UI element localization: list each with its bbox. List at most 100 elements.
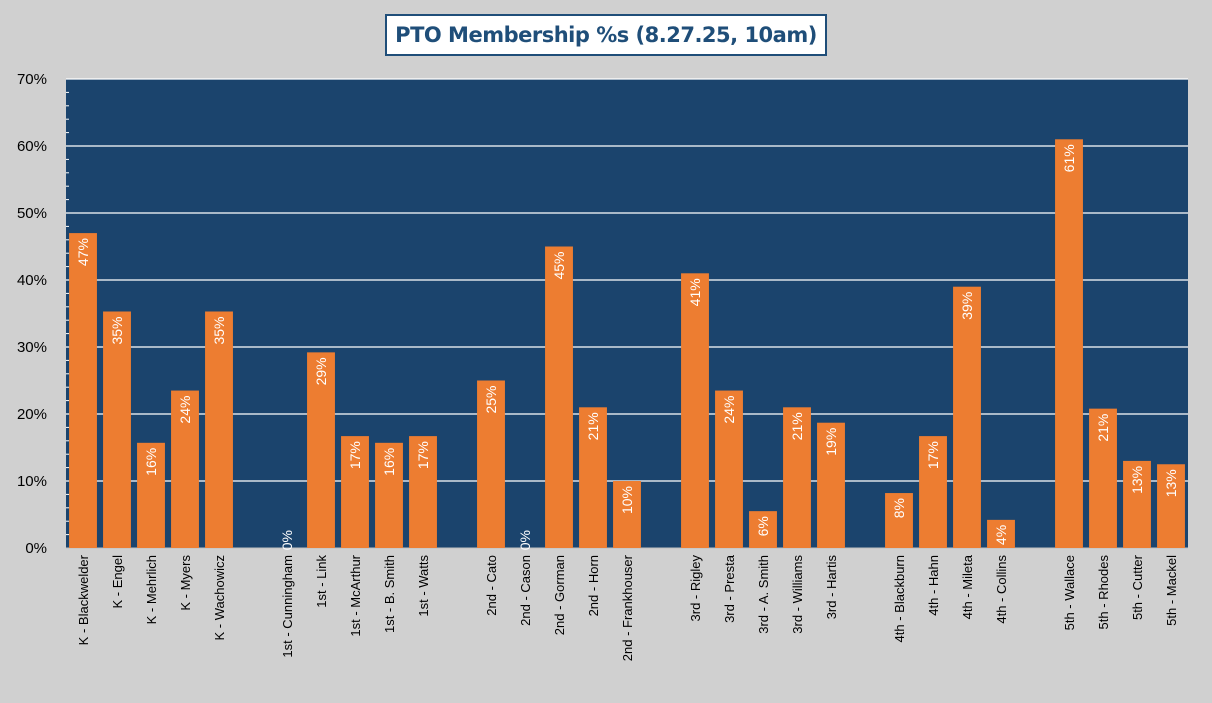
x-tick-label: 2nd - Cato	[484, 555, 499, 616]
chart-title-box: PTO Membership %s (8.27.25, 10am)	[385, 14, 827, 56]
x-tick-label: 3rd - Presta	[722, 554, 737, 623]
bar	[715, 390, 743, 548]
x-tick-label: 5th - Rhodes	[1096, 555, 1111, 630]
bar	[171, 390, 199, 548]
data-label: 17%	[925, 441, 941, 469]
y-axis-minor-ticks	[66, 91, 69, 536]
data-label: 45%	[551, 252, 567, 280]
bar	[205, 311, 233, 548]
data-label: 13%	[1129, 466, 1145, 494]
data-label: 16%	[381, 448, 397, 476]
bar	[409, 436, 437, 548]
data-label: 8%	[891, 498, 907, 518]
bar	[477, 380, 505, 548]
x-tick-label: 3rd - Williams	[790, 555, 805, 634]
data-labels: 47% 35% 16% 24% 35% 0% 29% 17% 16% 17% 25% 0% 45% 21%…	[75, 144, 1179, 550]
bar	[545, 246, 573, 548]
data-label: 4%	[993, 525, 1009, 545]
y-tick-label: 40%	[17, 272, 47, 289]
bar	[103, 311, 131, 548]
x-tick-label: 1st - Watts	[416, 555, 431, 617]
data-label: 21%	[1095, 414, 1111, 442]
x-tick-label: 2nd - Cason	[518, 555, 533, 626]
x-tick-label: 5th - Wallace	[1062, 555, 1077, 630]
y-axis-tick-labels: 0% 10% 20% 30% 40% 50% 60% 70%	[17, 71, 47, 557]
x-tick-label: 1st - Cunningham	[280, 555, 295, 658]
x-tick-label: 3rd - Hartis	[824, 555, 839, 620]
y-tick-label: 0%	[25, 540, 47, 557]
chart-title: PTO Membership %s (8.27.25, 10am)	[395, 23, 817, 47]
bar	[307, 352, 335, 548]
bar	[953, 286, 981, 548]
plot-area	[66, 79, 1188, 548]
data-label: 10%	[619, 486, 635, 514]
data-label: 17%	[347, 441, 363, 469]
data-label: 17%	[415, 441, 431, 469]
bar	[783, 407, 811, 548]
x-tick-label: K - Blackwelder	[76, 554, 91, 645]
bar	[613, 481, 641, 548]
x-tick-label: 3rd - A. Smith	[756, 555, 771, 634]
y-tick-label: 10%	[17, 473, 47, 490]
x-tick-label: 1st - McArthur	[348, 554, 363, 636]
data-label: 0%	[279, 530, 295, 550]
bar	[885, 493, 913, 548]
bar	[375, 442, 403, 548]
x-tick-label: K - Wachowicz	[212, 555, 227, 640]
x-tick-label: 4th - Collins	[994, 555, 1009, 624]
bar	[341, 436, 369, 548]
x-tick-label: K - Myers	[178, 555, 193, 611]
bar	[681, 273, 709, 548]
x-tick-label: K - Mehrlich	[144, 555, 159, 624]
x-tick-label: 3rd - Rigley	[688, 555, 703, 622]
gridlines	[66, 78, 1188, 549]
data-label: 6%	[755, 516, 771, 536]
bars	[69, 139, 1185, 549]
data-label: 21%	[789, 412, 805, 440]
data-label: 35%	[211, 316, 227, 344]
bar	[1157, 464, 1185, 548]
y-tick-label: 30%	[17, 339, 47, 356]
bar	[1089, 408, 1117, 548]
bar	[579, 407, 607, 548]
data-label: 0%	[517, 530, 533, 550]
data-label: 21%	[585, 412, 601, 440]
bar	[817, 422, 845, 548]
data-label: 29%	[313, 357, 329, 385]
bar	[987, 519, 1015, 548]
data-label: 19%	[823, 428, 839, 456]
data-label: 24%	[721, 396, 737, 424]
x-tick-label: 1st - B. Smith	[382, 555, 397, 633]
x-tick-label: 1st - Link	[314, 555, 329, 608]
data-label: 24%	[177, 396, 193, 424]
x-tick-label: 4th - Mileta	[960, 554, 975, 619]
bar	[749, 511, 777, 548]
y-tick-label: 20%	[17, 406, 47, 423]
bar	[69, 233, 97, 548]
x-tick-label: 2nd - Horn	[586, 555, 601, 616]
x-tick-label: 2nd - Gorman	[552, 555, 567, 635]
data-label: 35%	[109, 316, 125, 344]
data-label: 13%	[1163, 469, 1179, 497]
data-label: 47%	[75, 238, 91, 266]
bar	[137, 442, 165, 548]
data-label: 16%	[143, 448, 159, 476]
x-tick-label: 5th - Cutter	[1130, 554, 1145, 620]
data-label: 41%	[687, 278, 703, 306]
bar	[919, 436, 947, 548]
data-label: 25%	[483, 386, 499, 414]
data-label: 61%	[1061, 144, 1077, 172]
x-tick-label: 4th - Blackburn	[892, 555, 907, 642]
y-tick-label: 50%	[17, 205, 47, 222]
y-tick-label: 60%	[17, 138, 47, 155]
y-tick-label: 70%	[17, 71, 47, 88]
x-tick-label: 2nd - Frankhouser	[620, 554, 635, 661]
x-tick-label: 4th - Hahn	[926, 555, 941, 616]
bar	[1055, 139, 1083, 549]
x-tick-label: K - Engel	[110, 555, 125, 609]
bar	[1123, 460, 1151, 548]
x-axis-category-labels: K - Blackwelder K - Engel K - Mehrlich K - …	[76, 554, 1179, 661]
x-tick-label: 5th - Mackel	[1164, 555, 1179, 626]
data-label: 39%	[959, 292, 975, 320]
